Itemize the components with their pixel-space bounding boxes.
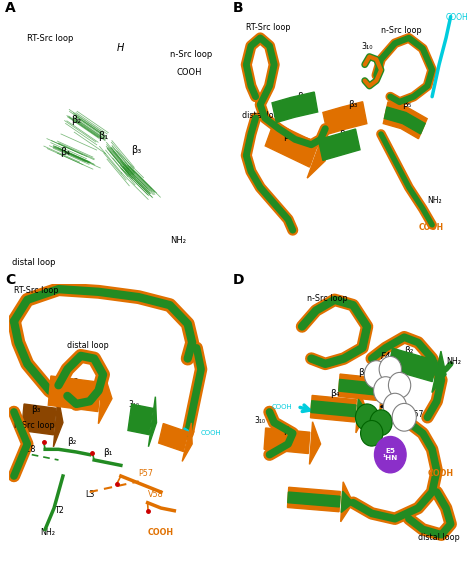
Circle shape [374, 437, 406, 473]
Text: 3₁₀: 3₁₀ [129, 400, 140, 409]
Circle shape [356, 404, 379, 430]
Text: C: C [5, 273, 15, 287]
Polygon shape [384, 107, 425, 134]
Text: n-Src loop: n-Src loop [14, 421, 55, 430]
Circle shape [392, 404, 416, 431]
Polygon shape [356, 399, 367, 423]
Text: NH₂: NH₂ [41, 528, 55, 537]
Text: β₁: β₁ [98, 132, 108, 142]
Polygon shape [288, 492, 340, 507]
Text: β₃: β₃ [348, 101, 358, 110]
Text: E5
¹HN: E5 ¹HN [383, 448, 398, 461]
Polygon shape [310, 422, 320, 464]
Text: β₂: β₂ [71, 115, 82, 125]
Text: COOH: COOH [176, 69, 202, 78]
Polygon shape [356, 389, 367, 433]
Text: P57: P57 [139, 469, 154, 478]
Text: β₂: β₂ [404, 346, 413, 355]
Polygon shape [48, 376, 100, 411]
Circle shape [374, 377, 398, 405]
Polygon shape [264, 428, 310, 454]
Circle shape [383, 393, 407, 420]
Polygon shape [310, 396, 356, 422]
Text: β₃: β₃ [32, 405, 41, 414]
Polygon shape [182, 423, 192, 461]
Polygon shape [388, 348, 437, 382]
Text: H: H [117, 43, 125, 53]
Text: D: D [232, 273, 244, 287]
Text: β₂: β₂ [297, 92, 307, 101]
Text: I28: I28 [23, 445, 35, 454]
Text: COOH: COOH [446, 12, 469, 21]
Circle shape [365, 361, 388, 388]
Polygon shape [338, 374, 381, 401]
Polygon shape [128, 404, 153, 434]
Polygon shape [22, 404, 56, 435]
Polygon shape [307, 134, 325, 178]
Text: β₄: β₄ [60, 147, 70, 157]
Polygon shape [341, 482, 353, 522]
Text: β₄: β₄ [72, 378, 81, 387]
Circle shape [361, 420, 383, 446]
Text: β₅: β₅ [402, 101, 411, 110]
Circle shape [370, 410, 392, 436]
Text: COOH: COOH [147, 528, 174, 537]
Text: distal loop: distal loop [12, 258, 55, 267]
Text: β₅: β₅ [283, 427, 293, 436]
Text: RT-Src loop: RT-Src loop [27, 34, 73, 43]
Text: COOH: COOH [272, 404, 293, 410]
Text: A: A [5, 1, 16, 15]
Polygon shape [380, 368, 390, 411]
Polygon shape [432, 351, 446, 392]
Text: NH₂: NH₂ [446, 357, 461, 366]
Polygon shape [272, 92, 318, 123]
Text: β₁: β₁ [311, 496, 320, 505]
Text: β₄: β₄ [330, 389, 339, 398]
Polygon shape [99, 370, 112, 424]
Text: n-Src loop: n-Src loop [170, 49, 212, 58]
Polygon shape [311, 401, 356, 416]
Text: β₁: β₁ [339, 130, 348, 139]
Text: n-Src loop: n-Src loop [381, 26, 422, 35]
Text: distal loop: distal loop [418, 533, 460, 542]
Text: β₁: β₁ [103, 448, 112, 457]
Polygon shape [381, 378, 390, 402]
Text: β₃: β₃ [358, 368, 367, 377]
Text: T2: T2 [54, 506, 64, 515]
Text: 3₁₀: 3₁₀ [255, 416, 266, 425]
Text: β₅: β₅ [188, 427, 196, 436]
Polygon shape [265, 122, 318, 167]
Text: RT-Src loop: RT-Src loop [14, 287, 58, 296]
Polygon shape [159, 424, 188, 451]
Text: NH₂: NH₂ [428, 197, 442, 206]
Text: 3₁₀: 3₁₀ [361, 42, 373, 51]
Polygon shape [339, 379, 380, 395]
Text: β₄: β₄ [283, 133, 293, 142]
Text: distal loop: distal loop [67, 341, 109, 350]
Text: L3: L3 [85, 491, 95, 500]
Text: COOH: COOH [201, 430, 222, 436]
Text: NH₂: NH₂ [170, 237, 186, 246]
Polygon shape [319, 129, 360, 160]
Text: V58: V58 [147, 491, 163, 500]
Text: distal loop: distal loop [242, 111, 283, 120]
Circle shape [388, 373, 411, 398]
Text: P57: P57 [409, 410, 423, 419]
Text: RT-Src loop: RT-Src loop [246, 23, 291, 32]
Text: n-Src loop: n-Src loop [307, 294, 347, 303]
Polygon shape [323, 102, 367, 134]
Polygon shape [54, 396, 63, 447]
Text: β₃: β₃ [131, 145, 142, 155]
Text: COOH: COOH [418, 223, 443, 232]
Text: β₂: β₂ [67, 437, 76, 446]
Polygon shape [148, 397, 156, 447]
Text: F4: F4 [366, 416, 377, 425]
Circle shape [379, 356, 401, 382]
Text: COOH: COOH [428, 469, 454, 478]
Polygon shape [383, 102, 427, 139]
Polygon shape [287, 487, 340, 512]
Text: B: B [232, 1, 243, 15]
Polygon shape [341, 491, 353, 513]
Text: F4: F4 [381, 352, 391, 361]
